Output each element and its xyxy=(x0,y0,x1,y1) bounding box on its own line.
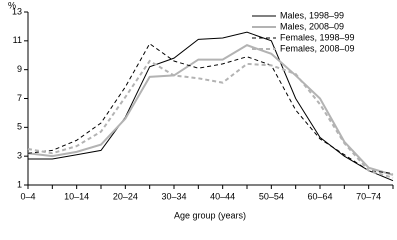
line-series xyxy=(27,42,394,174)
y-tick-label: 11 xyxy=(13,35,22,45)
x-tick-label: 0–4 xyxy=(20,191,35,201)
legend-label: Females, 1998–99 xyxy=(280,32,355,42)
x-tick-label: 50–54 xyxy=(259,191,284,201)
legend-label: Males, 2008–09 xyxy=(280,21,344,31)
line-series xyxy=(28,31,394,182)
y-tick-label: 1 xyxy=(17,179,22,189)
legend-label: Males, 1998–99 xyxy=(280,10,344,20)
x-tick-label: 10–14 xyxy=(64,191,89,201)
x-tick-label: 40–44 xyxy=(210,191,235,201)
line-series xyxy=(27,44,394,176)
x-axis-label: Age group (years) xyxy=(174,210,246,220)
x-tick-label: 60–64 xyxy=(307,191,332,201)
y-tick-label: 7 xyxy=(17,93,22,103)
line-series xyxy=(27,59,394,179)
legend-label: Females, 2008–09 xyxy=(280,43,355,53)
y-axis-label: % xyxy=(8,0,16,10)
x-tick-label: 30–34 xyxy=(161,191,186,201)
x-tick-label: 70–74 xyxy=(356,191,381,201)
x-tick-label: 20–24 xyxy=(113,191,138,201)
y-tick-label: 3 xyxy=(17,151,22,161)
y-tick-label: 5 xyxy=(17,122,22,132)
y-tick-label: 13 xyxy=(12,6,22,16)
y-tick-label: 9 xyxy=(17,64,22,74)
